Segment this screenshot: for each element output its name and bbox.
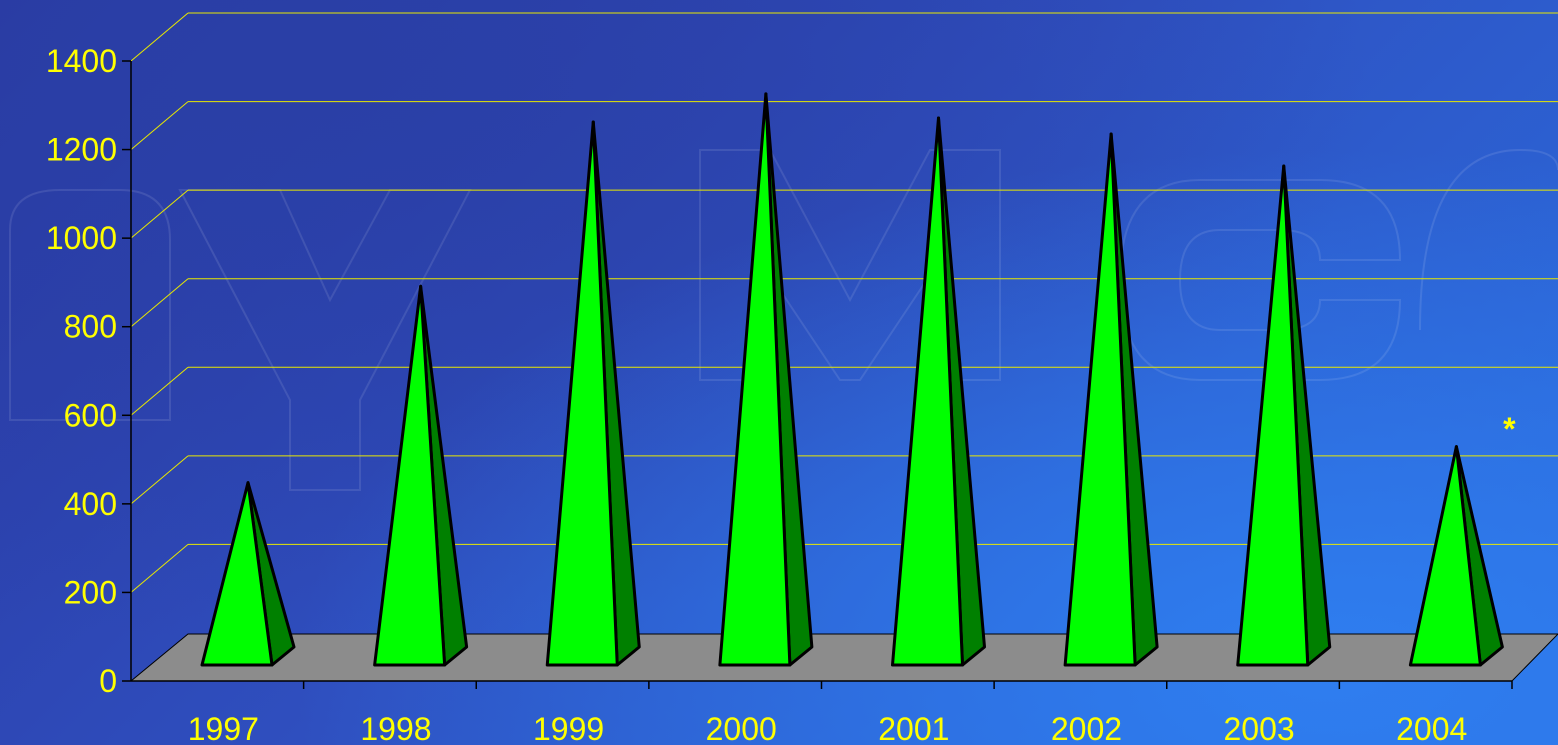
y-tick-label: 600 <box>64 397 117 433</box>
grid-line-diagonal <box>130 455 189 505</box>
chart-floor <box>129 633 1558 682</box>
pyramid-bar-2004 <box>1408 445 1504 667</box>
x-tick-label: 1998 <box>360 711 431 745</box>
pyramid-front-face <box>1408 445 1482 667</box>
y-tick-label: 1400 <box>46 43 117 79</box>
pyramid-bar-1998 <box>373 284 469 667</box>
grid-line-diagonal <box>130 101 189 150</box>
floor-plane <box>129 633 1558 682</box>
grid-line-diagonal <box>130 12 189 62</box>
pyramid-front-face <box>545 120 619 667</box>
pyramid-bar-2001 <box>891 116 986 667</box>
pyramid-bar-2003 <box>1236 164 1332 667</box>
y-tick-label: 0 <box>99 663 117 699</box>
grid <box>130 12 1558 593</box>
pyramid-front-face <box>891 116 964 667</box>
pyramid-front-face <box>1063 132 1137 667</box>
x-tick-label: 2000 <box>706 711 777 745</box>
grid-line-diagonal <box>130 366 189 416</box>
pyramid-front-face <box>200 481 274 667</box>
pyramid-bar-1999 <box>545 120 641 667</box>
y-tick-label: 200 <box>64 574 117 610</box>
x-axis-ticks: 1997 1998 1999 2000 2001 2002 2003 2004 <box>188 681 1513 745</box>
y-tick-label: 1200 <box>46 132 117 168</box>
y-axis-ticks: 0 200 400 600 800 1000 1200 1400 <box>46 43 131 699</box>
pyramid-front-face <box>1236 164 1310 667</box>
pyramid-bar-2000 <box>718 92 814 667</box>
pyramid-bar-2002 <box>1063 132 1159 667</box>
x-tick-label: 2001 <box>878 711 949 745</box>
x-tick-label: 1997 <box>188 711 259 745</box>
x-tick-label: 2003 <box>1223 711 1294 745</box>
pyramid-front-face <box>718 92 792 667</box>
x-tick-label: 2004 <box>1396 711 1467 745</box>
pyramid-marks <box>200 92 1504 667</box>
chart-annotation: * <box>1503 411 1516 447</box>
y-tick-label: 400 <box>64 486 117 522</box>
x-tick-label: 2002 <box>1051 711 1122 745</box>
x-tick-label: 1999 <box>533 711 604 745</box>
pyramid-front-face <box>373 284 447 667</box>
grid-line-diagonal <box>130 278 189 328</box>
grid-line-diagonal <box>130 544 189 593</box>
y-tick-label: 1000 <box>46 220 117 256</box>
pyramid-bar-1997 <box>200 481 296 667</box>
y-tick-label: 800 <box>64 309 117 345</box>
grid-line-diagonal <box>130 189 189 239</box>
